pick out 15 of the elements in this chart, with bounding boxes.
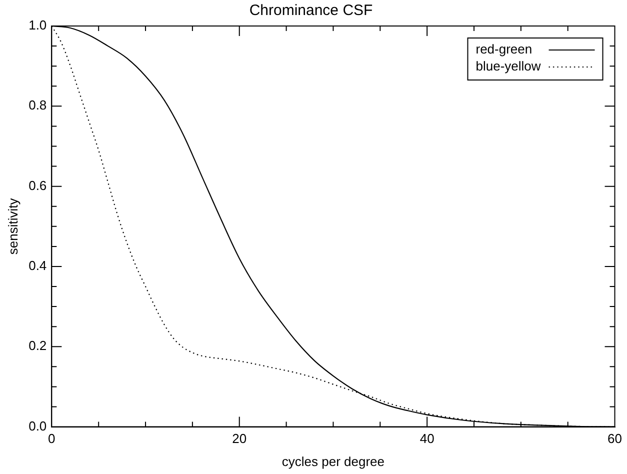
x-tick-label: 40 <box>420 431 434 446</box>
x-tick-label: 20 <box>232 431 247 446</box>
chart-title: Chrominance CSF <box>249 2 373 20</box>
y-tick-label: 0.2 <box>28 338 47 354</box>
y-tick-label: 1.0 <box>28 18 47 33</box>
x-tick-label: 0 <box>48 431 56 446</box>
legend-label: blue-yellow <box>476 58 542 74</box>
x-axis-title: cycles per degree <box>282 454 385 469</box>
y-tick-label: 0.4 <box>28 258 47 274</box>
y-tick-label: 0.8 <box>28 98 47 113</box>
legend-label: red-green <box>476 42 532 57</box>
x-tick-label: 60 <box>608 431 622 446</box>
y-tick-label: 0.6 <box>28 178 47 193</box>
y-tick-label: 0.0 <box>28 418 47 434</box>
y-axis-title: sensitivity <box>5 198 20 255</box>
